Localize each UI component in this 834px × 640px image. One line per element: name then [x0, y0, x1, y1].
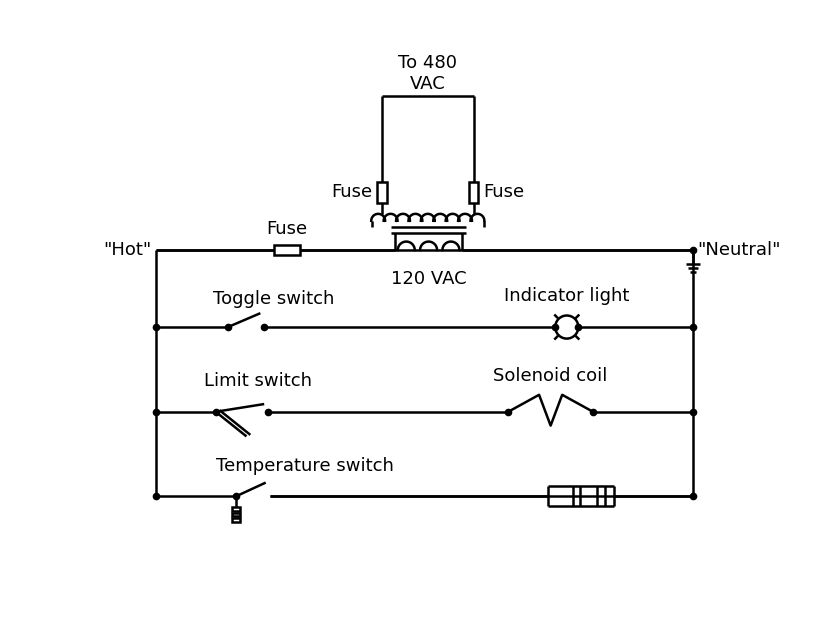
Bar [232, 518, 239, 522]
Bar [232, 513, 239, 516]
Text: "Hot": "Hot" [103, 241, 152, 259]
Text: Fuse: Fuse [267, 220, 308, 237]
Text: Fuse: Fuse [332, 183, 373, 202]
Text: Limit switch: Limit switch [204, 372, 312, 390]
Bar [232, 508, 239, 511]
Text: 120 VAC: 120 VAC [391, 270, 466, 288]
Text: Toggle switch: Toggle switch [213, 290, 334, 308]
Text: Indicator light: Indicator light [504, 287, 630, 305]
Text: Fuse: Fuse [483, 183, 524, 202]
Bar [377, 182, 387, 203]
Bar [469, 182, 478, 203]
Text: Solenoid coil: Solenoid coil [494, 367, 608, 385]
Text: "Neutral": "Neutral" [698, 241, 781, 259]
Text: To 480
VAC: To 480 VAC [399, 54, 457, 93]
Text: Temperature switch: Temperature switch [217, 457, 394, 475]
Bar [274, 245, 300, 255]
